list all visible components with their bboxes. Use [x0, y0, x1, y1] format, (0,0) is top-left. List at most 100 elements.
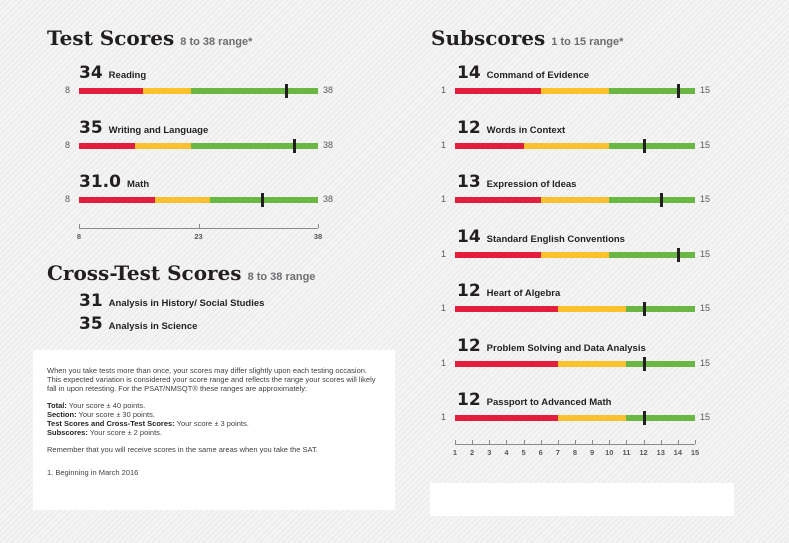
range-min-label: 1 [441, 139, 447, 150]
high-range-segment [190, 88, 318, 94]
score-range-bar [79, 138, 318, 153]
high-range-segment [609, 251, 695, 258]
score-value: 12 [457, 117, 481, 138]
mid-range-segment [540, 251, 610, 258]
low-range-segment [455, 415, 558, 421]
range-max-label: 38 [323, 85, 334, 95]
info-footnote: 1. Beginning in March 2016 [47, 468, 139, 477]
score-value: 13 [457, 172, 481, 192]
range-max-label: 15 [700, 303, 711, 313]
axis-tick [643, 440, 645, 444]
score-range-bar [455, 138, 695, 153]
high-range-segment [626, 360, 695, 367]
score-row: 14 Standard English Conventions 1 15 [0, 227, 789, 267]
score-row: 31.0 Math 8 38 [0, 172, 789, 212]
axis-tick [609, 440, 611, 444]
axis-tick [677, 440, 679, 444]
score-name: Problem Solving and Data Analysis [486, 342, 646, 354]
axis-tick [592, 440, 594, 444]
mid-range-segment [540, 88, 610, 94]
score-marker [659, 193, 663, 207]
score-range-info-box: When you take tests more than once, your… [33, 350, 395, 510]
subscores-heading: Subscores 1 to 15 range* [431, 26, 623, 50]
score-name: Command of Evidence [486, 70, 590, 81]
range-max-label: 15 [700, 139, 711, 150]
score-marker [642, 356, 646, 371]
mid-range-segment [154, 197, 211, 203]
high-range-segment [626, 306, 695, 312]
score-label: 14 Standard English Conventions [457, 227, 625, 247]
score-label: 35 Writing and Language [79, 118, 208, 138]
info-range-total: Total: Your score ± 40 points. [47, 401, 146, 410]
score-label: 12 Heart of Algebra [457, 281, 560, 301]
score-marker [293, 138, 297, 153]
axis-tick-label: 1 [452, 448, 458, 457]
score-range-bar [455, 247, 695, 262]
axis-tick-label: 2 [470, 448, 475, 457]
axis-line [79, 228, 318, 229]
range-min-label: 8 [65, 139, 71, 150]
score-name: Reading [108, 70, 147, 81]
range-max-label: 15 [700, 357, 711, 368]
range-min-label: 1 [441, 303, 447, 313]
score-name: Words in Context [486, 124, 566, 136]
range-min-label: 1 [441, 248, 447, 259]
low-range-segment [455, 360, 558, 367]
score-value: 14 [457, 226, 481, 247]
score-value: 34 [79, 63, 103, 83]
cross-test-label: Analysis in History/ Social Studies [108, 298, 265, 309]
score-name: Writing and Language [108, 124, 209, 136]
high-range-segment [609, 88, 695, 94]
score-row: 12 Words in Context 1 15 [0, 118, 789, 158]
cross-test-heading: Cross-Test Scores 8 to 38 range [47, 261, 315, 285]
cross-test-score: 35 [79, 314, 103, 334]
info-remember: Remember that you will receive scores in… [47, 445, 318, 454]
score-range-bar [455, 84, 695, 98]
axis-tick [575, 440, 576, 444]
score-value: 35 [79, 117, 103, 138]
axis-tick [79, 224, 80, 228]
low-range-segment [79, 197, 155, 203]
low-range-segment [455, 251, 541, 258]
score-value: 14 [457, 63, 481, 83]
score-value: 12 [457, 281, 481, 301]
blank-panel [430, 483, 734, 516]
cross-test-score: 31 [79, 291, 103, 311]
axis-tick-label: 13 [656, 448, 665, 457]
axis-tick [626, 440, 628, 444]
high-range-segment [609, 197, 695, 203]
axis-tick [540, 440, 542, 444]
score-label: 13 Expression of Ideas [457, 172, 576, 192]
score-marker [261, 193, 265, 207]
cross-test-label: Analysis in Science [108, 321, 198, 332]
subscores-range-note: 1 to 15 range* [551, 36, 624, 48]
score-marker [642, 302, 646, 316]
score-value: 12 [457, 390, 481, 410]
score-value: 31.0 [79, 172, 121, 192]
axis-tick-label: 7 [555, 448, 560, 457]
axis-tick [506, 440, 508, 444]
low-range-segment [455, 88, 541, 94]
score-row: 12 Passport to Advanced Math 1 15 [0, 390, 789, 430]
axis-tick [523, 440, 525, 444]
axis-tick-label: 15 [690, 448, 700, 457]
score-name: Expression of Ideas [486, 179, 577, 190]
mid-range-segment [557, 360, 627, 367]
low-range-segment [455, 306, 558, 312]
score-range-bar [455, 411, 695, 425]
cross-test-row: 35 Analysis in Science [79, 314, 197, 334]
info-intro: When you take tests more than once, your… [47, 366, 376, 393]
low-range-segment [455, 197, 541, 203]
axis-tick-label: 12 [639, 448, 648, 457]
score-range-bar [455, 302, 695, 316]
score-row: 35 Writing and Language 8 38 [0, 118, 789, 158]
score-marker [676, 84, 680, 98]
score-name: Math [126, 179, 150, 190]
range-min-label: 1 [441, 357, 447, 368]
high-range-segment [609, 142, 695, 149]
mid-range-segment [134, 142, 191, 149]
axis-tick-label: 11 [622, 448, 631, 457]
range-max-label: 15 [700, 412, 711, 422]
axis-tick [489, 440, 491, 444]
axis-tick-label: 8 [76, 232, 82, 241]
